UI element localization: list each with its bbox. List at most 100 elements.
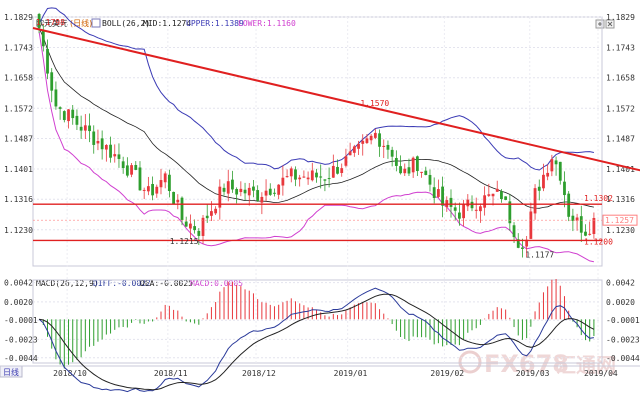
candle-body (71, 109, 75, 119)
time-axis-label: 2018/12 (242, 369, 276, 378)
candle-body (382, 145, 386, 147)
candle-body (491, 193, 495, 197)
candle-body (495, 188, 499, 192)
window-controls (595, 19, 615, 29)
candle-body (109, 144, 112, 158)
candle-body (62, 111, 66, 121)
candle-body (226, 181, 230, 194)
indicator-toggle[interactable] (91, 18, 101, 28)
candle-body (54, 89, 58, 107)
macd-diff-label: DIFF: (93, 279, 117, 288)
boll-lower-line (38, 31, 595, 263)
price-axis-label-right: 1.1572 (606, 104, 635, 113)
plus-icon (598, 22, 602, 26)
last-price-box (602, 214, 638, 226)
candle-body (193, 226, 197, 231)
candle-body (75, 115, 79, 125)
candle-body (281, 177, 285, 186)
price-axis-label-left: 1.1316 (4, 195, 33, 204)
macd-diff-value: -0.0022 (117, 279, 151, 288)
watermark-logo-icon (458, 350, 482, 374)
candle-body (231, 179, 234, 190)
macd-dea: DEA:-0.0025 (140, 279, 193, 288)
time-axis-label: 2019/01 (334, 369, 368, 378)
candle-body (306, 177, 310, 180)
candle-body (470, 201, 474, 209)
boll-upper-value: 1.1389 (215, 19, 244, 28)
candle-body (79, 126, 83, 131)
macd-hist-label: MACD: (190, 279, 214, 288)
macd-axis-label-left: -0.0044 (4, 354, 38, 363)
price-annotation: 1.1570 (360, 99, 389, 108)
candle-body (117, 154, 121, 159)
candle-body (521, 247, 524, 249)
price-axis-label-right: 1.1658 (606, 74, 635, 83)
candle-body (407, 167, 411, 174)
trendline (32, 27, 640, 172)
candle-body (479, 206, 482, 212)
candle-body (205, 215, 209, 219)
level-label: 1.1302 (584, 194, 613, 203)
candle-body (361, 140, 365, 144)
candle-body (575, 217, 579, 221)
macd-axis-label-right: 0.0020 (606, 298, 635, 307)
candle-body (159, 180, 163, 188)
candle-body (390, 149, 394, 157)
price-axis-label-left: 1.1487 (4, 134, 33, 143)
candle-body (344, 156, 348, 166)
candle-body (319, 176, 323, 178)
candle-body (340, 168, 344, 174)
candle-body (546, 172, 550, 177)
candle-body (483, 195, 487, 208)
candle-body (201, 217, 205, 236)
time-axis-label: 2018/11 (154, 369, 188, 378)
candle-body (508, 201, 512, 224)
last-price-label: 1.1257 (605, 216, 634, 225)
boll-mid: MID:1.1274 (143, 19, 191, 28)
candle-body (474, 209, 478, 211)
candle-body (214, 208, 218, 214)
candle-body (466, 199, 470, 207)
macd-axis-label-left: -0.0001 (4, 316, 38, 325)
candle-body (176, 199, 180, 203)
candle-body (428, 174, 432, 185)
macd-axis-label-right: -0.0044 (606, 354, 640, 363)
price-annotation: 1.1177 (525, 251, 554, 260)
candle-body (584, 231, 587, 236)
candle-body (252, 186, 255, 191)
candle-body (420, 171, 423, 173)
candle-body (554, 160, 558, 165)
candle-body (138, 167, 142, 191)
candle-body (92, 131, 96, 145)
macd-diff-line (38, 287, 594, 393)
candle-body (184, 221, 188, 227)
price-axis-label-right: 1.1230 (606, 226, 635, 235)
boll-upper-label: UPPER: (186, 19, 215, 28)
candle-body (550, 159, 554, 172)
candle-body (542, 174, 545, 189)
candle-body (151, 183, 154, 196)
candle-body (104, 145, 108, 150)
candle-body (537, 186, 541, 191)
close-icon (607, 21, 613, 27)
candle-body (163, 173, 167, 183)
candle-body (130, 165, 133, 175)
level-label: 1.1200 (584, 237, 613, 246)
candle-body (424, 170, 428, 175)
macd-dea-line (39, 293, 595, 391)
candle-body (500, 191, 503, 200)
time-axis-label: 2019/03 (516, 369, 550, 378)
candle-body (155, 186, 159, 194)
candle-body (399, 166, 402, 174)
price-axis-label-left: 1.1230 (4, 226, 33, 235)
candle-body (96, 140, 100, 144)
candle-body (352, 146, 356, 153)
candle-body (453, 207, 457, 211)
boll-name: BOLL(26,2) (102, 19, 150, 28)
candle-body (525, 239, 529, 247)
period-tab[interactable]: 日线 (0, 365, 23, 378)
candle-body (348, 151, 352, 156)
candle-body (331, 165, 335, 178)
